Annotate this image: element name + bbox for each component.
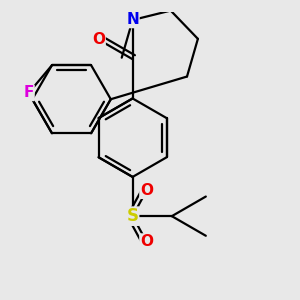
Text: S: S [127,207,139,225]
Text: N: N [126,13,139,28]
Text: O: O [92,32,105,47]
Text: F: F [24,85,34,100]
Text: O: O [140,234,153,249]
Text: O: O [140,183,153,198]
